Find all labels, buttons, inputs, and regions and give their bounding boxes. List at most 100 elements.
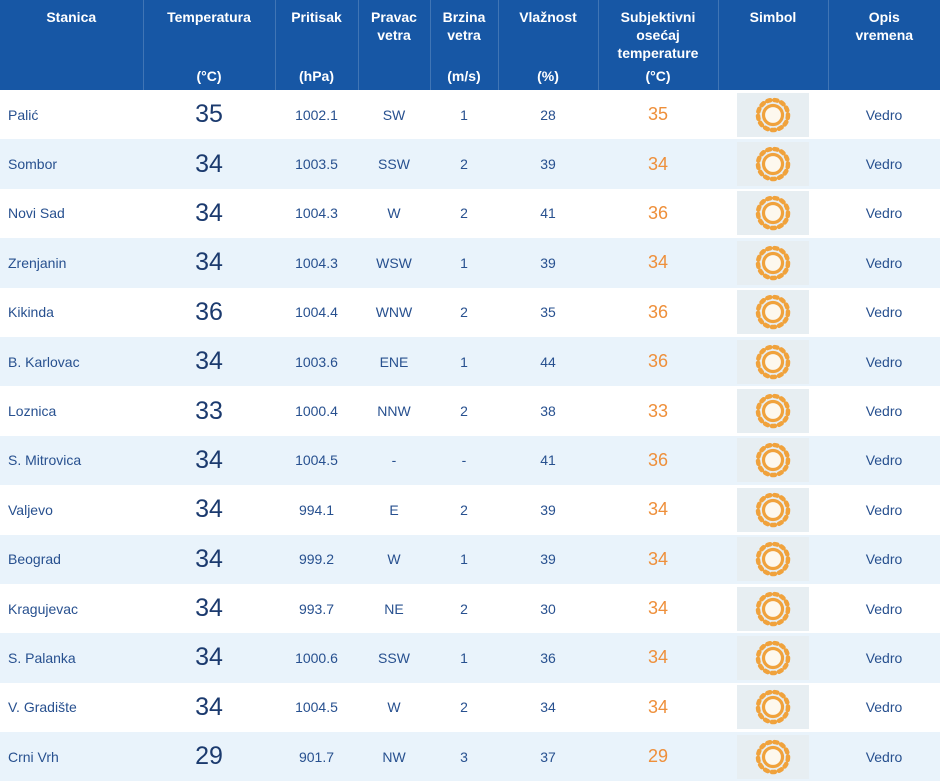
weather-description: Vedro — [865, 353, 903, 370]
sun-icon — [737, 734, 809, 779]
column-unit — [4, 69, 139, 83]
humidity-value: 37 — [540, 748, 556, 765]
wind-direction-value: ENE — [379, 353, 409, 370]
table-row: V. Gradište 34 1004.5 W 2 34 34 Vedro — [0, 683, 940, 732]
wind-speed-value: - — [461, 452, 467, 469]
wind-direction-value: SSW — [378, 649, 410, 666]
sun-icon — [737, 191, 809, 236]
column-label: Pravac vetra — [371, 9, 417, 44]
feels-like-value: 34 — [647, 598, 669, 619]
column-header-opis-vremena: Opis vremena — [827, 0, 940, 90]
wind-direction-value: NNW — [377, 403, 411, 420]
humidity-value: 39 — [540, 254, 556, 271]
wind-direction-value: W — [387, 551, 401, 568]
humidity-value: 34 — [540, 699, 556, 716]
station-name: Beograd — [8, 551, 61, 568]
station-name: S. Palanka — [8, 649, 76, 666]
temperature-value: 34 — [195, 445, 223, 474]
station-name: Crni Vrh — [8, 748, 59, 765]
wind-speed-value: 2 — [460, 403, 468, 420]
table-row: Loznica 33 1000.4 NNW 2 38 33 Vedro — [0, 386, 940, 435]
temperature-value: 34 — [195, 347, 223, 376]
table-row: Beograd 34 999.2 W 1 39 34 Vedro — [0, 534, 940, 584]
header-row: Stanica Temperatura (°C) Pritisak (hPa) Prava… — [0, 0, 940, 90]
table-header: Stanica Temperatura (°C) Pritisak (hPa) Prava… — [0, 0, 940, 90]
feels-like-value: 34 — [647, 548, 669, 569]
feels-like-value: 33 — [647, 400, 669, 421]
feels-like-value: 34 — [647, 153, 669, 174]
table-row: S. Palanka 34 1000.6 SSW 1 36 34 Vedro — [0, 633, 940, 683]
table-row: B. Karlovac 34 1003.6 ENE 1 44 36 Vedro — [0, 336, 940, 387]
weather-symbol-cell — [718, 139, 828, 188]
wind-direction-value: NE — [384, 600, 404, 617]
column-unit: (m/s) — [447, 68, 481, 84]
weather-description: Vedro — [865, 600, 903, 617]
column-unit — [833, 69, 937, 83]
feels-like-value: 34 — [647, 696, 669, 717]
wind-speed-value: 1 — [460, 649, 468, 666]
feels-like-value: 35 — [647, 104, 669, 125]
column-header-temperatura: Temperatura (°C) — [142, 0, 275, 90]
weather-symbol-cell — [718, 535, 828, 584]
station-name: Palić — [8, 106, 39, 123]
wind-speed-value: 1 — [460, 353, 468, 370]
weather-symbol-cell — [718, 436, 828, 485]
sun-icon — [737, 635, 809, 680]
wind-speed-value: 2 — [460, 699, 468, 716]
weather-symbol-cell — [718, 584, 828, 633]
weather-description: Vedro — [865, 748, 903, 765]
feels-like-value: 36 — [647, 301, 669, 322]
column-label: Pritisak — [291, 9, 342, 25]
pressure-value: 1002.1 — [295, 106, 338, 123]
table-row: Zrenjanin 34 1004.3 WSW 1 39 34 Vedro — [0, 238, 940, 288]
weather-symbol-cell — [718, 90, 828, 139]
sun-icon — [737, 290, 809, 335]
feels-like-value: 34 — [647, 252, 669, 273]
humidity-value: 41 — [540, 205, 556, 222]
pressure-value: 901.7 — [298, 748, 335, 765]
wind-speed-value: 2 — [460, 156, 468, 173]
station-name: S. Mitrovica — [8, 452, 82, 469]
feels-like-value: 36 — [647, 202, 669, 223]
wind-speed-value: 2 — [460, 205, 468, 222]
wind-direction-value: - — [391, 452, 397, 469]
weather-description: Vedro — [865, 205, 903, 222]
weather-symbol-cell — [718, 633, 828, 682]
column-header-pravac-vetra: Pravac vetra — [357, 0, 430, 90]
column-label: Opis vremena — [855, 9, 914, 44]
pressure-value: 1000.6 — [295, 649, 338, 666]
wind-direction-value: SSW — [378, 156, 410, 173]
weather-description: Vedro — [865, 106, 903, 123]
sun-icon — [737, 339, 809, 384]
station-name: Kragujevac — [8, 600, 79, 617]
column-header-brzina-vetra: Brzina vetra (m/s) — [429, 0, 498, 90]
wind-direction-value: W — [387, 205, 401, 222]
feels-like-value: 36 — [647, 351, 669, 372]
table-row: Sombor 34 1003.5 SSW 2 39 34 Vedro — [0, 139, 940, 189]
column-unit — [723, 69, 824, 83]
temperature-value: 34 — [195, 594, 223, 623]
column-unit: (°C) — [196, 68, 222, 84]
column-header-pritisak: Pritisak (hPa) — [274, 0, 358, 90]
sun-icon — [737, 537, 809, 582]
temperature-value: 34 — [195, 248, 223, 277]
feels-like-value: 29 — [647, 746, 669, 767]
table-row: Crni Vrh 29 901.7 NW 3 37 29 Vedro — [0, 732, 940, 782]
temperature-value: 34 — [195, 643, 223, 672]
temperature-value: 35 — [195, 100, 223, 129]
weather-description: Vedro — [865, 452, 903, 469]
table-row: Novi Sad 34 1004.3 W 2 41 36 Vedro — [0, 189, 940, 238]
sun-icon — [737, 438, 809, 483]
weather-description: Vedro — [865, 501, 903, 518]
station-name: Kikinda — [8, 304, 54, 321]
pressure-value: 1003.6 — [295, 353, 338, 370]
humidity-value: 35 — [540, 304, 556, 321]
temperature-value: 34 — [195, 149, 223, 178]
temperature-value: 29 — [195, 742, 223, 771]
sun-icon — [737, 92, 809, 137]
wind-direction-value: W — [387, 699, 401, 716]
column-label: Subjektivni osećaj temperature — [617, 9, 699, 62]
column-label: Vlažnost — [519, 9, 577, 25]
